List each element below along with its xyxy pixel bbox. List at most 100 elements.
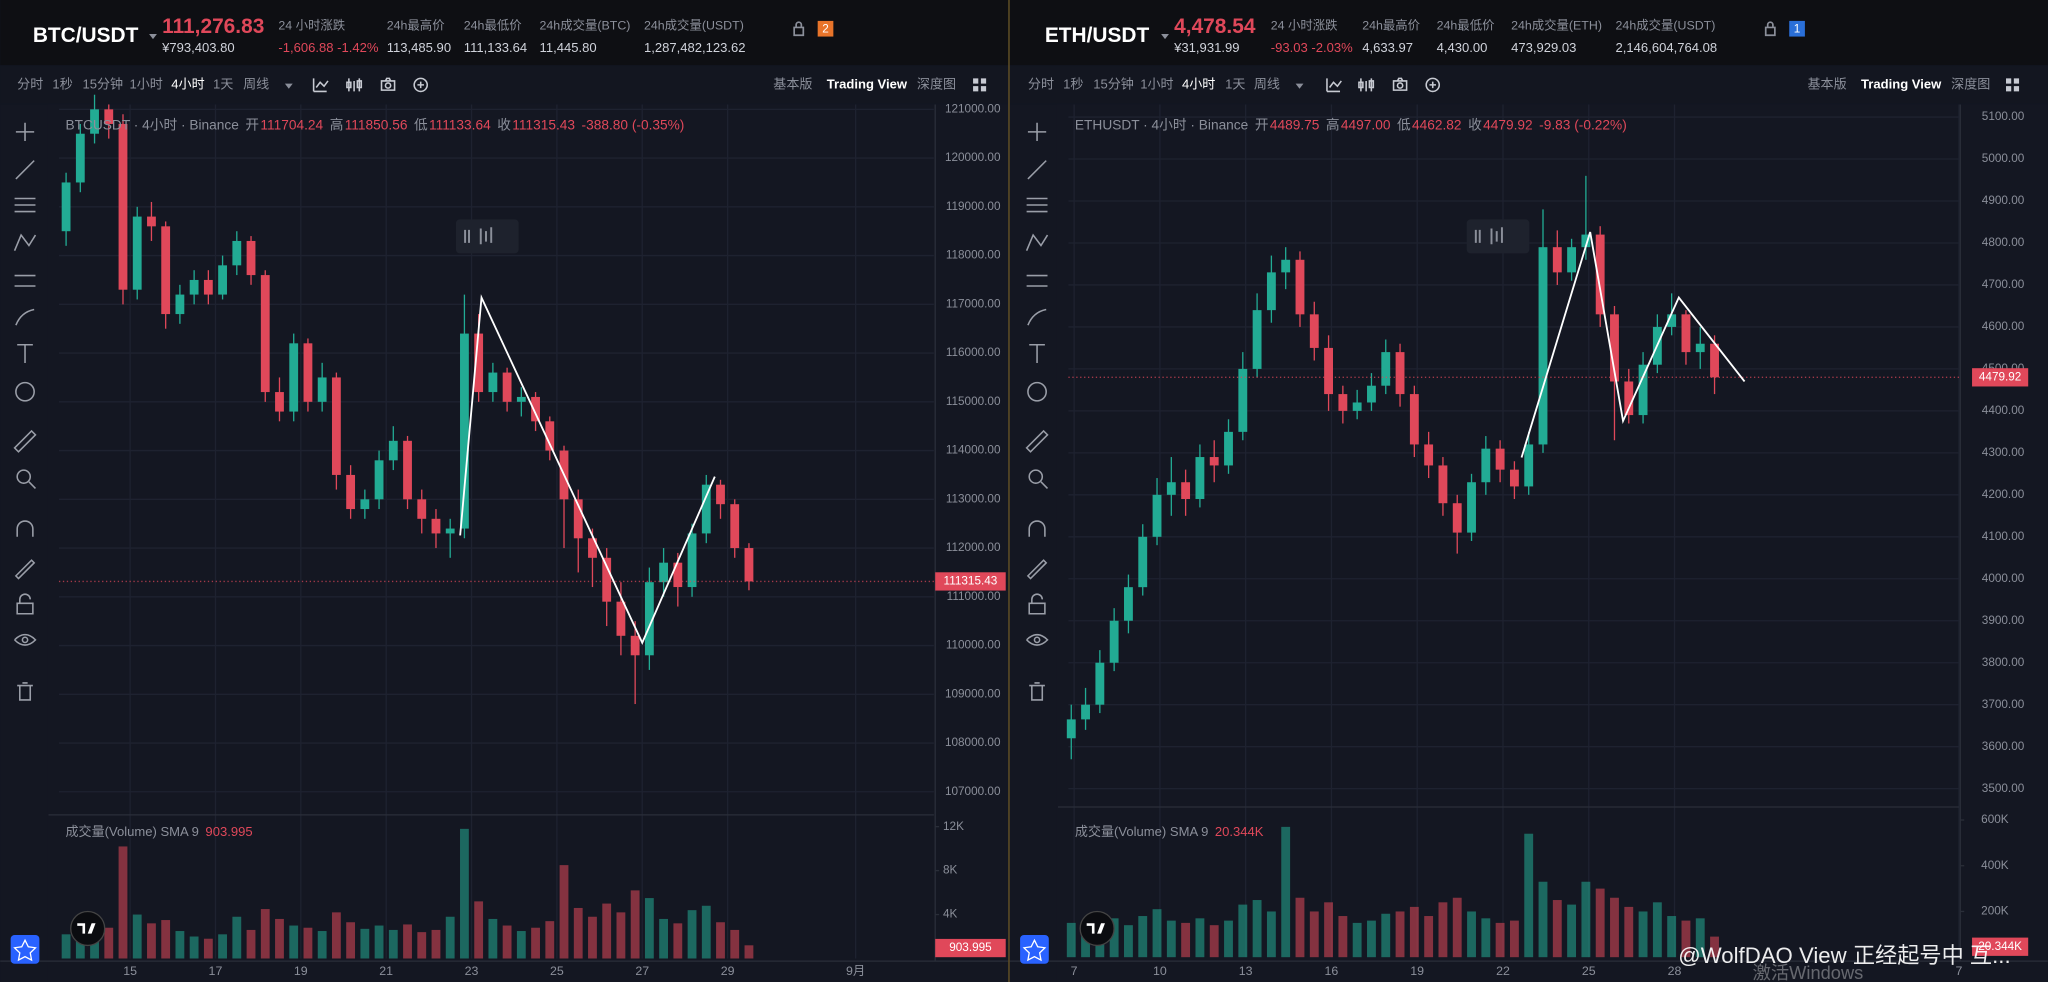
toolbar-icon[interactable] <box>346 78 363 92</box>
drawing-tool[interactable] <box>1027 308 1047 326</box>
last-price-tag <box>1972 368 2029 387</box>
price-tick-label: 115000.00 <box>946 395 1001 408</box>
chart-style-widget[interactable] <box>1466 219 1530 254</box>
drawing-tool[interactable] <box>13 429 37 453</box>
candle-body <box>1424 444 1434 466</box>
interval[interactable]: 1小时 <box>1140 76 1173 91</box>
interval[interactable]: 4小时 <box>1182 76 1215 91</box>
badge[interactable] <box>817 20 834 37</box>
chart-style-widget[interactable] <box>455 219 519 254</box>
drawing-tool[interactable] <box>15 160 35 180</box>
symbol-caret[interactable] <box>149 33 157 40</box>
drawing-tool[interactable] <box>15 381 35 402</box>
legend-close: 4479.92 <box>1483 117 1533 132</box>
drawing-tool[interactable] <box>1026 633 1049 646</box>
volume-bar <box>203 938 213 959</box>
drawing-tool[interactable] <box>1026 197 1048 213</box>
interval[interactable]: 15分钟 <box>82 76 123 91</box>
view-tab[interactable]: 深度图 <box>1951 76 1990 91</box>
view-tab[interactable]: 基本版 <box>773 76 812 91</box>
tradingview-logo[interactable] <box>1079 910 1115 947</box>
price-tick-label: 121000.00 <box>945 102 1001 115</box>
interval[interactable]: 1小时 <box>129 76 162 91</box>
candle-body <box>1467 482 1476 533</box>
interval[interactable]: 4小时 <box>171 76 204 91</box>
toolbar-icon[interactable] <box>1425 77 1441 93</box>
volume-bar <box>1667 916 1677 958</box>
toolbar-icon[interactable] <box>413 77 429 93</box>
layout-icon[interactable] <box>2006 78 2020 92</box>
drawing-tool[interactable] <box>14 559 36 580</box>
view-tab[interactable]: 深度图 <box>917 76 956 91</box>
stat-value: 11,445.80 <box>540 40 597 55</box>
drawing-tool[interactable] <box>16 469 37 489</box>
tradingview-logo[interactable] <box>70 910 106 947</box>
candle-body <box>474 333 484 393</box>
lock-icon[interactable] <box>1764 21 1776 37</box>
volume-bar <box>1452 897 1462 958</box>
interval[interactable]: 1秒 <box>1063 76 1083 91</box>
drawing-tool[interactable] <box>13 233 37 252</box>
favorite-star <box>1022 938 1047 962</box>
toolbar-icon[interactable] <box>312 78 329 93</box>
favorite-button[interactable] <box>10 934 40 964</box>
drawing-tool[interactable] <box>16 520 34 537</box>
interval[interactable]: 1天 <box>213 76 233 91</box>
layout-icon[interactable] <box>973 78 987 92</box>
drawing-tool[interactable] <box>15 308 35 326</box>
drawing-sidebar <box>0 104 48 982</box>
drawing-tool[interactable] <box>1027 381 1047 402</box>
volume-bar <box>644 898 654 959</box>
interval-caret[interactable] <box>284 83 293 89</box>
interval[interactable]: 分时 <box>1028 76 1054 91</box>
badge[interactable] <box>1789 20 1805 37</box>
panel: BTC/USDT 111,276.83 ¥793,403.80 24 小时涨跌 -1,6… <box>0 0 1009 982</box>
stat-value: 473,929.03 <box>1511 40 1576 55</box>
drawing-tool[interactable] <box>1028 520 1046 537</box>
badge-count: 1 <box>1794 22 1801 35</box>
drawing-tool[interactable] <box>14 274 36 287</box>
symbol-caret[interactable] <box>1161 33 1169 40</box>
drawing-tool[interactable] <box>1028 593 1046 615</box>
drawing-tool[interactable] <box>17 343 33 364</box>
toolbar-icon[interactable] <box>380 77 396 91</box>
view-tab[interactable]: Trading View <box>827 76 908 91</box>
interval[interactable]: 分时 <box>17 76 43 91</box>
drawing-tool[interactable] <box>1027 160 1047 180</box>
drawing-tool[interactable] <box>16 593 34 615</box>
view-tab[interactable]: Trading View <box>1861 76 1942 91</box>
drawing-tool[interactable] <box>1028 469 1049 489</box>
interval[interactable]: 1秒 <box>52 76 72 91</box>
interval[interactable]: 15分钟 <box>1093 76 1134 91</box>
interval[interactable]: 周线 <box>1254 76 1280 91</box>
drawing-tool[interactable] <box>1026 559 1048 580</box>
volume-bar <box>1252 900 1262 958</box>
interval[interactable]: 周线 <box>243 76 269 91</box>
favorite-button[interactable] <box>1020 934 1049 964</box>
toolbar-icon[interactable] <box>1326 78 1342 93</box>
candle-body <box>588 538 597 558</box>
drawing-tool[interactable] <box>15 122 35 142</box>
toolbar-icon[interactable] <box>1358 78 1375 92</box>
toolbar-icon[interactable] <box>1392 77 1408 91</box>
drawing-tool[interactable] <box>1027 122 1047 142</box>
chart-style-icon[interactable] <box>1474 227 1503 245</box>
lock-icon[interactable] <box>793 21 805 37</box>
candle-body <box>417 499 427 519</box>
drawing-tool[interactable] <box>1026 274 1048 287</box>
drawing-tool[interactable] <box>17 682 33 701</box>
drawing-tool[interactable] <box>1029 343 1045 364</box>
chart-style-icon[interactable] <box>464 227 493 245</box>
drawing-tool[interactable] <box>14 197 36 213</box>
date-tick-label: 13 <box>1239 964 1253 978</box>
interval-caret[interactable] <box>1295 83 1304 89</box>
view-tab[interactable]: 基本版 <box>1808 76 1847 91</box>
drawing-tool[interactable] <box>14 633 37 646</box>
interval[interactable]: 1天 <box>1225 76 1245 91</box>
drawing-tool[interactable] <box>1025 233 1049 252</box>
symbol[interactable]: ETH/USDT <box>1045 24 1150 47</box>
drawing-tool[interactable] <box>1025 429 1049 453</box>
symbol[interactable]: BTC/USDT <box>33 24 139 47</box>
drawing-tool[interactable] <box>1029 682 1045 701</box>
